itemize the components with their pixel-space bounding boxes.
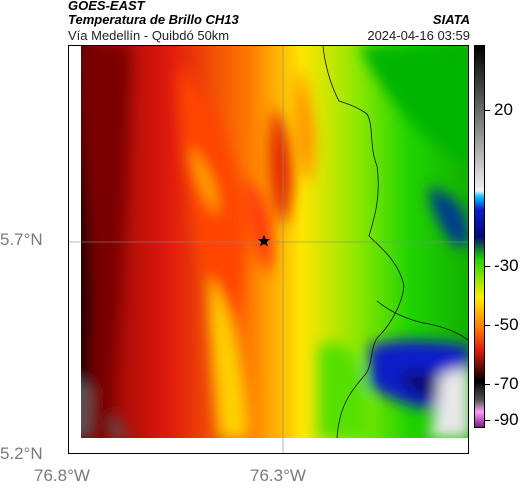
colorbar-gradient — [475, 46, 484, 427]
colorbar-label: -90 — [494, 410, 519, 429]
colorbar-tick — [485, 110, 490, 111]
region-label: Vía Medellín - Quibdó 50km — [68, 28, 230, 43]
colorbar-label: -50 — [494, 315, 519, 334]
boundary-lines — [322, 46, 468, 439]
colorbar-tick — [485, 420, 490, 421]
product-title: Temperatura de Brillo CH13 — [68, 12, 239, 27]
map-canvas — [69, 46, 468, 453]
org-label: SIATA — [432, 12, 470, 27]
lat-tick-label: 5.2°N — [0, 444, 43, 463]
timestamp-label: 2024-04-16 03:59 — [367, 28, 470, 43]
colorbar-label: -30 — [494, 256, 519, 275]
brightness-temperature-map[interactable] — [68, 45, 469, 454]
colorbar-tick — [485, 325, 490, 326]
map-gridlines — [69, 46, 468, 453]
colorbar-tick — [485, 266, 490, 267]
lat-tick-label: 5.7°N — [0, 230, 43, 249]
colorbar-tick — [485, 384, 490, 385]
colorbar-label: -70 — [494, 374, 519, 393]
colorbar-label: 20 — [494, 100, 513, 119]
colorbar — [474, 45, 485, 428]
satellite-title: GOES-EAST — [68, 0, 145, 13]
temperature-field — [69, 46, 468, 453]
lon-tick-label: 76.3°W — [250, 466, 306, 485]
star-icon — [258, 235, 270, 247]
lon-tick-label: 76.8°W — [34, 466, 90, 485]
